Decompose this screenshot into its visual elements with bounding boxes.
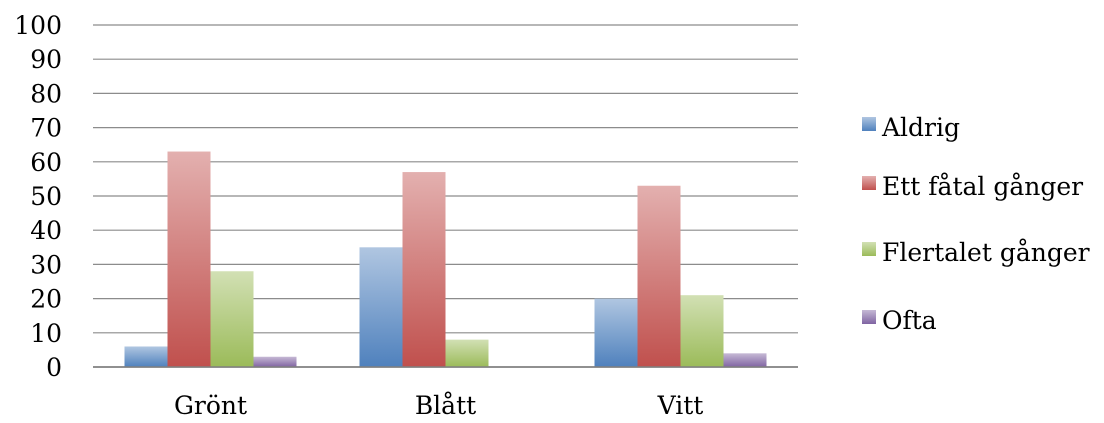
legend-swatch	[862, 117, 876, 131]
bar-Vitt-aldrig	[594, 298, 638, 367]
x-category-label: Grönt	[174, 391, 247, 420]
bar-Blått-aldrig	[359, 247, 403, 367]
bars	[124, 151, 767, 367]
y-tick-label: 60	[30, 148, 62, 177]
y-tick-label: 90	[30, 45, 62, 74]
y-tick-label: 0	[46, 353, 62, 382]
bar-Vitt-ett-fåtal-gånger	[637, 185, 681, 367]
y-tick-label: 70	[30, 114, 62, 143]
x-category-label: Vitt	[657, 391, 704, 420]
legend-swatch	[862, 310, 876, 324]
bar-Grönt-flertalet-gånger	[210, 271, 254, 367]
legend-swatch	[862, 176, 876, 190]
bar-Grönt-aldrig	[124, 346, 168, 367]
y-tick-label: 20	[30, 285, 62, 314]
bar-Grönt-ofta	[253, 356, 297, 367]
bar-Vitt-flertalet-gånger	[680, 295, 724, 367]
legend-swatch	[862, 242, 876, 256]
y-tick-label: 40	[30, 216, 62, 245]
y-tick-label: 10	[30, 319, 62, 348]
y-tick-label: 80	[30, 79, 62, 108]
legend-label: Aldrig	[881, 113, 960, 142]
y-tick-label: 100	[14, 11, 62, 40]
bar-Blått-flertalet-gånger	[445, 339, 489, 367]
bar-Blått-ett-fåtal-gånger	[402, 172, 446, 367]
bar-Vitt-ofta	[723, 353, 767, 367]
legend-label: Ofta	[882, 306, 937, 335]
x-axis-category-labels: Grönt Blått Vitt	[174, 391, 703, 420]
legend: Aldrig Ett fåtal gånger Flertalet gånger Of…	[862, 113, 1090, 335]
y-tick-label: 50	[30, 182, 62, 211]
x-category-label: Blått	[415, 391, 476, 420]
legend-label: Ett fåtal gånger	[882, 172, 1083, 201]
y-tick-label: 30	[30, 250, 62, 279]
bar-Grönt-ett-fåtal-gånger	[167, 151, 211, 367]
y-axis-tick-labels: 0 10 20 30 40 50 60 70 80 90 100	[14, 11, 62, 382]
legend-label: Flertalet gånger	[882, 238, 1090, 267]
